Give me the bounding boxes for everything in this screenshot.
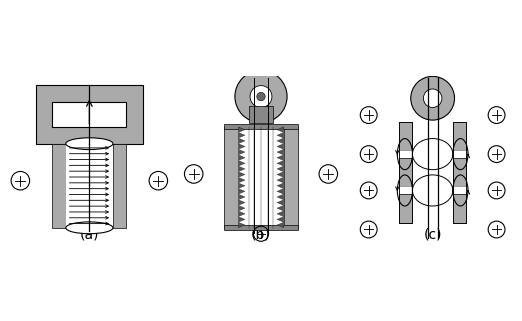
Bar	[399, 187, 412, 195]
Circle shape	[257, 92, 265, 101]
Polygon shape	[238, 144, 245, 149]
Polygon shape	[238, 211, 245, 217]
Polygon shape	[277, 200, 284, 205]
Polygon shape	[238, 155, 245, 160]
Polygon shape	[277, 149, 284, 155]
Bar	[238, 127, 284, 228]
Bar	[35, 85, 143, 144]
Polygon shape	[277, 205, 284, 211]
Polygon shape	[238, 149, 245, 155]
Polygon shape	[277, 188, 284, 194]
Polygon shape	[238, 188, 245, 194]
Polygon shape	[277, 217, 284, 222]
Bar	[113, 144, 126, 228]
Bar	[453, 187, 466, 195]
Polygon shape	[277, 127, 284, 133]
Text: (a): (a)	[80, 227, 99, 241]
Bar	[453, 122, 466, 223]
Polygon shape	[238, 200, 245, 205]
Ellipse shape	[66, 222, 113, 234]
Ellipse shape	[66, 138, 113, 150]
Polygon shape	[277, 144, 284, 149]
Bar	[399, 195, 412, 223]
Bar	[453, 195, 466, 223]
Bar	[399, 122, 412, 150]
Polygon shape	[238, 183, 245, 188]
Text: (c): (c)	[423, 227, 442, 241]
Polygon shape	[277, 160, 284, 166]
Bar	[399, 150, 412, 158]
Polygon shape	[277, 133, 284, 138]
Bar	[453, 122, 466, 150]
Polygon shape	[277, 172, 284, 177]
Polygon shape	[238, 205, 245, 211]
Circle shape	[235, 71, 287, 123]
Bar	[224, 124, 298, 129]
Polygon shape	[238, 160, 245, 166]
Bar	[284, 127, 298, 228]
Circle shape	[423, 89, 442, 108]
Polygon shape	[277, 166, 284, 172]
Polygon shape	[277, 222, 284, 228]
Polygon shape	[238, 172, 245, 177]
Polygon shape	[277, 183, 284, 188]
Bar	[52, 102, 126, 127]
Polygon shape	[277, 138, 284, 144]
Polygon shape	[238, 194, 245, 200]
Bar	[224, 127, 238, 228]
Polygon shape	[238, 166, 245, 172]
Polygon shape	[238, 127, 245, 133]
Polygon shape	[277, 155, 284, 160]
Bar	[66, 144, 113, 228]
Bar	[224, 225, 298, 230]
Polygon shape	[238, 177, 245, 183]
Bar	[52, 144, 66, 228]
Bar	[399, 158, 412, 187]
Polygon shape	[277, 177, 284, 183]
Circle shape	[411, 76, 455, 120]
Polygon shape	[238, 222, 245, 228]
Bar	[399, 122, 412, 223]
Polygon shape	[238, 217, 245, 222]
Polygon shape	[277, 194, 284, 200]
Circle shape	[250, 86, 272, 108]
Polygon shape	[277, 211, 284, 217]
Bar	[249, 106, 273, 124]
Polygon shape	[238, 133, 245, 138]
Polygon shape	[238, 138, 245, 144]
Bar	[453, 150, 466, 158]
Text: (b): (b)	[251, 227, 271, 241]
Bar	[453, 158, 466, 187]
